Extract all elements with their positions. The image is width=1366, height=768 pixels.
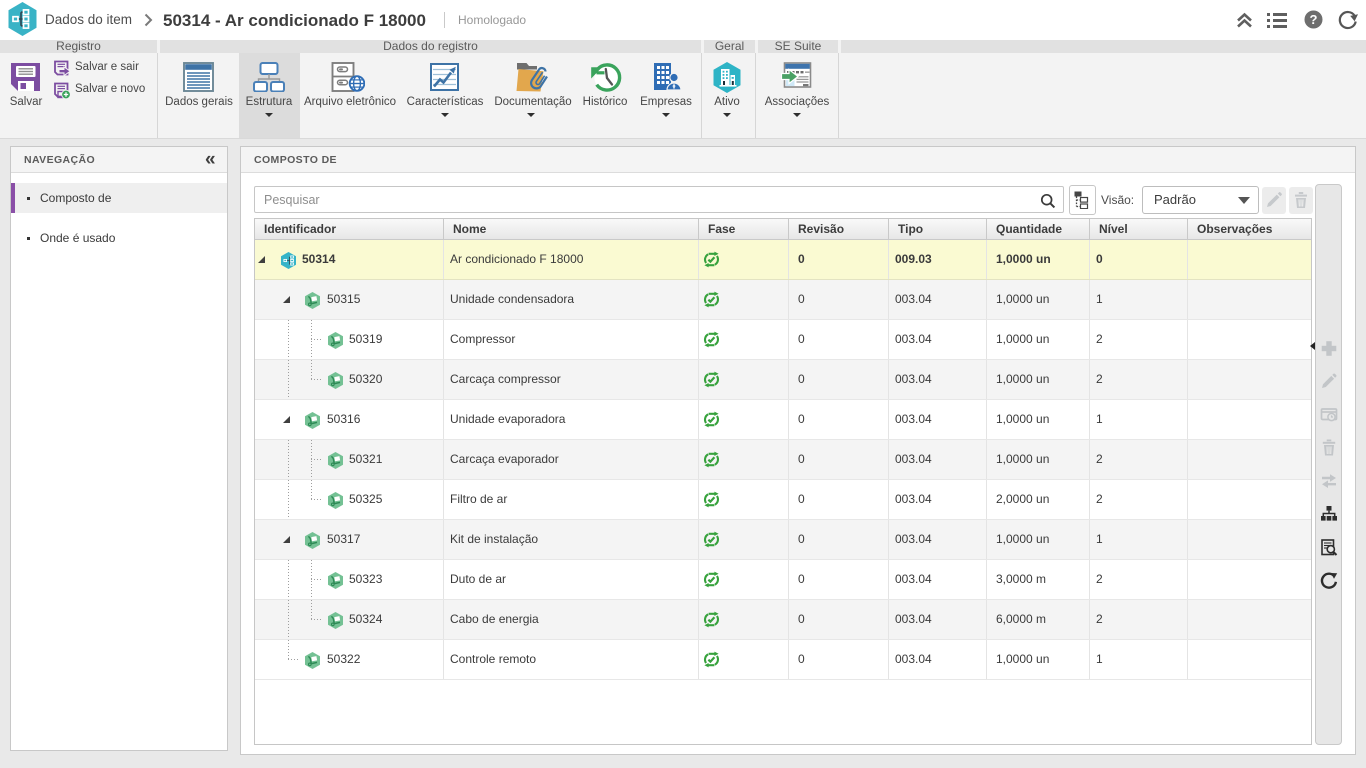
svg-text:?: ? [1310,12,1318,27]
